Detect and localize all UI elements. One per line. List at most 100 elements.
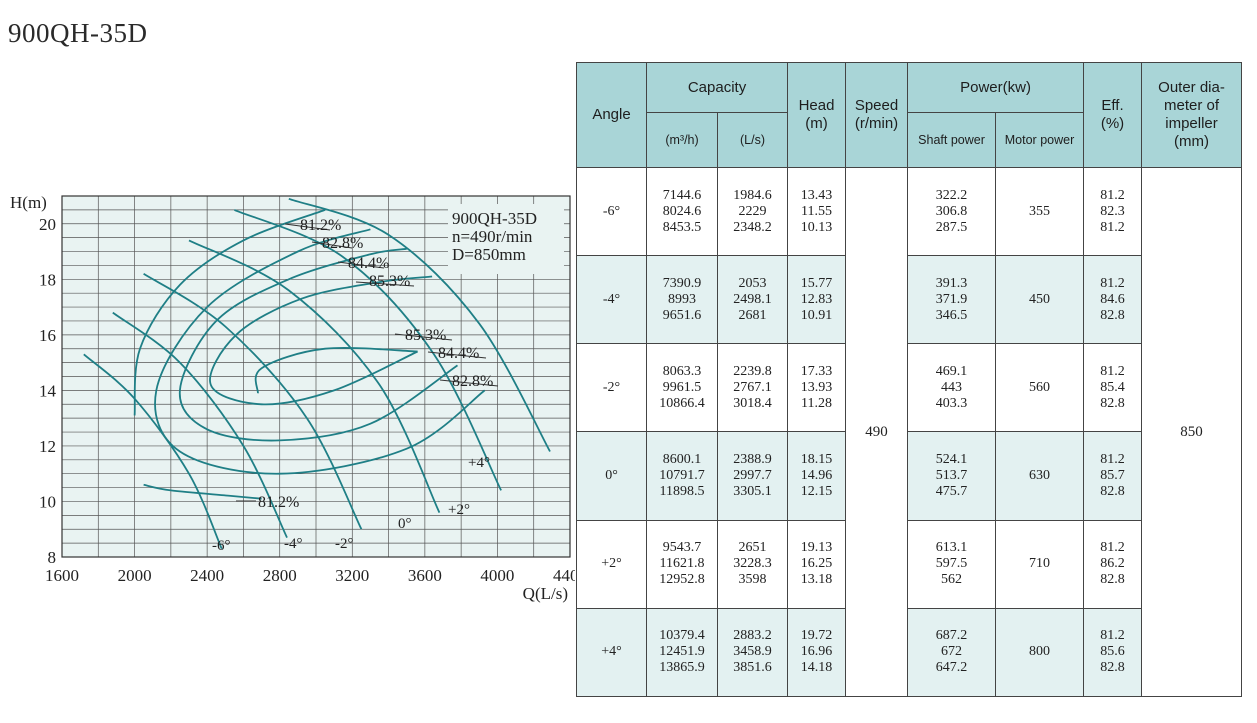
capacity-ls-cell: 2053 2498.1 2681: [716, 255, 789, 345]
angle-cell: +4°: [576, 607, 647, 698]
x-tick-label: 2400: [190, 566, 224, 585]
angle-header: Angle: [576, 62, 647, 168]
efficiency-contour: [143, 483, 262, 500]
y-tick-label: 16: [39, 326, 56, 345]
efficiency-label: 82.8%: [452, 373, 493, 390]
x-tick-label: 4400: [553, 566, 575, 585]
efficiency-label-leader: [311, 241, 353, 249]
y-axis-label: H(m): [10, 193, 47, 212]
y-tick-label: 14: [39, 381, 57, 400]
capacity-m3h-cell: 7390.9 8993 9651.6: [646, 255, 718, 345]
angle-curve: [143, 273, 363, 530]
outer-diameter-cell: 850: [1141, 167, 1243, 697]
motor-power-cell: 560: [995, 343, 1085, 433]
angle-cell: -6°: [576, 166, 647, 257]
x-tick-label: 1600: [45, 566, 79, 585]
angle-cell: -2°: [576, 343, 647, 433]
y-tick-label: 20: [39, 215, 56, 234]
capacity-header: Capacity: [645, 62, 789, 113]
x-tick-label: 2800: [263, 566, 297, 585]
x-axis-label: Q(L/s): [523, 584, 568, 603]
capacity-m3h-cell: 8600.1 10791.7 11898.5: [646, 431, 718, 521]
head-cell: 19.13 16.25 13.18: [787, 519, 847, 609]
efficiency-label-leader: [337, 261, 385, 269]
shaft-power-cell: 322.2 306.8 287.5: [907, 166, 997, 257]
annotation-box: [448, 204, 564, 274]
efficiency-cell: 81.2 84.6 82.8: [1083, 255, 1143, 345]
angle-label: +4°: [468, 455, 490, 471]
motor-power-cell: 710: [995, 519, 1085, 609]
angle-label: -4°: [284, 536, 303, 552]
motor-power-cell: 450: [995, 255, 1085, 345]
angle-curve: [83, 353, 223, 550]
capacity-ls-header: (L/s): [716, 112, 789, 168]
efficiency-label-leader: [427, 351, 487, 359]
efficiency-cell: 81.2 82.3 81.2: [1083, 166, 1143, 257]
shaft-power-cell: 613.1 597.5 562: [907, 519, 997, 609]
efficiency-label-leader: [439, 379, 499, 387]
shaft-power-cell: 391.3 371.9 346.5: [907, 255, 997, 345]
x-tick-label: 3600: [408, 566, 442, 585]
efficiency-label-leader: [284, 223, 331, 231]
chart-annotation: 900QH-35D: [452, 209, 537, 228]
y-tick-label: 12: [39, 437, 56, 456]
y-tick-label: 10: [39, 492, 56, 511]
performance-curve-chart: 1600 2000 2400 2800 3200 3600 4000 4400 8 10 12 14 1…: [10, 193, 575, 603]
efficiency-label: 84.4%: [348, 255, 389, 272]
capacity-m3h-cell: 8063.3 9961.5 10866.4: [646, 343, 718, 433]
x-tick-label: 4000: [480, 566, 514, 585]
capacity-m3h-cell: 7144.6 8024.6 8453.5: [646, 166, 718, 257]
capacity-ls-cell: 2388.9 2997.7 3305.1: [716, 431, 789, 521]
capacity-ls-cell: 1984.6 2229 2348.2: [716, 166, 789, 257]
head-header: Head (m): [787, 62, 847, 168]
capacity-ls-cell: 2239.8 2767.1 3018.4: [716, 343, 789, 433]
table-row: +4° 10379.4 12451.9 13865.9 2883.2 3458.9 …: [576, 607, 1242, 698]
head-cell: 18.15 14.96 12.15: [787, 431, 847, 521]
outer-diameter-header: Outer dia- meter of impeller (mm): [1141, 62, 1243, 168]
capacity-ls-cell: 2651 3228.3 3598: [716, 519, 789, 609]
head-cell: 15.77 12.83 10.91: [787, 255, 847, 345]
performance-table: Angle Capacity Head (m) Speed (r/min) Po…: [576, 62, 1243, 698]
angle-label: -6°: [212, 538, 231, 554]
angle-cell: -4°: [576, 255, 647, 345]
angle-cell: +2°: [576, 519, 647, 609]
speed-header: Speed (r/min): [845, 62, 909, 168]
angle-curve: [112, 311, 288, 538]
efficiency-label-leader: [394, 333, 453, 341]
angle-label: 0°: [398, 516, 412, 532]
motor-power-cell: 630: [995, 431, 1085, 521]
chart-annotation: D=850mm: [452, 245, 526, 264]
head-cell: 19.72 16.96 14.18: [787, 607, 847, 698]
x-tick-label: 2000: [118, 566, 152, 585]
table-row: 0° 8600.1 10791.7 11898.5 2388.9 2997.7 33…: [576, 431, 1242, 521]
efficiency-cell: 81.2 85.7 82.8: [1083, 431, 1143, 521]
shaft-power-header: Shaft power: [907, 112, 997, 168]
efficiency-contour: [133, 209, 326, 416]
shaft-power-cell: 687.2 672 647.2: [907, 607, 997, 698]
angle-label: -2°: [335, 536, 354, 552]
power-header: Power(kw): [907, 62, 1085, 113]
efficiency-label: 81.2%: [258, 494, 299, 511]
efficiency-header: Eff. (%): [1083, 62, 1143, 168]
capacity-m3h-cell: 10379.4 12451.9 13865.9: [646, 607, 718, 698]
efficiency-cell: 81.2 85.4 82.8: [1083, 343, 1143, 433]
motor-power-cell: 355: [995, 166, 1085, 257]
shaft-power-cell: 524.1 513.7 475.7: [907, 431, 997, 521]
efficiency-label: 85.3%: [405, 327, 446, 344]
head-cell: 17.33 13.93 11.28: [787, 343, 847, 433]
efficiency-label: 85.3%: [369, 273, 410, 290]
angle-curve: [288, 197, 551, 452]
motor-power-header: Motor power: [995, 112, 1085, 168]
plot-frame: [61, 195, 571, 558]
efficiency-label: 82.8%: [322, 235, 363, 252]
table-row: -4° 7390.9 8993 9651.6 2053 2498.1 2681 15.…: [576, 255, 1242, 345]
efficiency-cell: 81.2 86.2 82.8: [1083, 519, 1143, 609]
y-tick-label: 18: [39, 270, 56, 289]
angle-cell: 0°: [576, 431, 647, 521]
shaft-power-cell: 469.1 443 403.3: [907, 343, 997, 433]
x-tick-label: 3200: [335, 566, 369, 585]
chart-annotation: n=490r/min: [452, 227, 533, 246]
efficiency-label-leader: [355, 281, 415, 287]
table-row: -6° 7144.6 8024.6 8453.5 1984.6 2229 2348.…: [576, 166, 1243, 697]
table-row: -2° 8063.3 9961.5 10866.4 2239.8 2767.1 30…: [576, 343, 1242, 433]
